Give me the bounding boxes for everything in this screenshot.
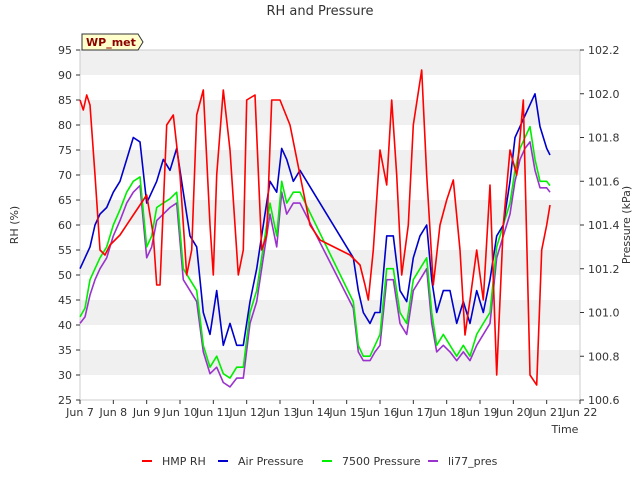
x-tick-label: Jun 21 xyxy=(528,406,564,419)
grid-band xyxy=(80,150,580,175)
left-tick-label: 75 xyxy=(58,144,72,157)
grid-band xyxy=(80,50,580,75)
series-line-7500-pressure xyxy=(79,125,551,379)
left-tick-label: 40 xyxy=(58,319,72,332)
x-tick-label: Jun 18 xyxy=(428,406,464,419)
left-tick-label: 95 xyxy=(58,44,72,57)
right-axis-ticks: 100.6 100.8 101.0 101.2 101.4 101.6 101.8 102.0… xyxy=(580,44,620,407)
left-tick-label: 90 xyxy=(58,69,72,82)
legend-label: 7500 Pressure xyxy=(342,455,421,468)
station-badge: WP_met xyxy=(81,33,144,51)
x-tick-label: Jun 10 xyxy=(162,406,198,419)
left-tick-label: 65 xyxy=(58,194,72,207)
series-line-li77-pres xyxy=(79,141,551,388)
right-tick-label: 102.0 xyxy=(588,88,620,101)
right-axis-label: Pressure (kPa) xyxy=(620,186,633,264)
left-axis-label: RH (%) xyxy=(8,206,21,244)
right-tick-label: 101.6 xyxy=(588,175,620,188)
grid-band xyxy=(80,75,580,100)
series-line-air-pressure xyxy=(79,93,551,347)
x-tick-label: Jun 15 xyxy=(328,406,364,419)
x-tick-label: Jun 13 xyxy=(262,406,298,419)
grid-band xyxy=(80,375,580,400)
left-tick-label: 85 xyxy=(58,94,72,107)
left-tick-label: 55 xyxy=(58,244,72,257)
grid-band xyxy=(80,100,580,125)
x-tick-label: Jun 17 xyxy=(395,406,431,419)
x-tick-label: Jun 11 xyxy=(195,406,231,419)
legend-label: Air Pressure xyxy=(238,455,304,468)
grid-band xyxy=(80,350,580,375)
left-tick-label: 45 xyxy=(58,294,72,307)
right-tick-label: 102.2 xyxy=(588,44,620,57)
grid-band xyxy=(80,300,580,325)
chart-title: RH and Pressure xyxy=(266,4,373,19)
x-tick-label: Jun 19 xyxy=(462,406,498,419)
series-lines xyxy=(79,69,551,388)
right-tick-label: 101.2 xyxy=(588,263,620,276)
left-tick-label: 70 xyxy=(58,169,72,182)
right-tick-label: 101.8 xyxy=(588,132,620,145)
grid-band xyxy=(80,325,580,350)
grid-band xyxy=(80,275,580,300)
left-tick-label: 35 xyxy=(58,344,72,357)
legend-label: HMP RH xyxy=(162,455,206,468)
right-tick-label: 100.8 xyxy=(588,350,620,363)
series-line-hmp-rh xyxy=(79,69,551,386)
left-tick-label: 50 xyxy=(58,269,72,282)
left-axis-ticks: 25 30 35 40 45 50 55 60 65 70 75 80 85 90 95 xyxy=(58,44,80,407)
x-tick-label: Jun 22 xyxy=(562,406,598,419)
x-tick-label: Jun 20 xyxy=(495,406,531,419)
right-tick-label: 101.0 xyxy=(588,307,620,320)
x-tick-label: Jun 12 xyxy=(228,406,264,419)
grid-band xyxy=(80,175,580,200)
right-tick-label: 101.4 xyxy=(588,219,620,232)
legend-label: li77_pres xyxy=(448,455,498,468)
left-tick-label: 25 xyxy=(58,394,72,407)
legend: HMP RH Air Pressure 7500 Pressure li77_pres xyxy=(142,455,498,468)
left-tick-label: 30 xyxy=(58,369,72,382)
x-tick-label: Jun 7 xyxy=(65,406,94,419)
right-tick-label: 100.6 xyxy=(588,394,620,407)
grid-band xyxy=(80,125,580,150)
badge-text: WP_met xyxy=(86,36,136,49)
x-tick-label: Jun 9 xyxy=(132,406,161,419)
x-axis-label: Time xyxy=(551,423,579,436)
grid-bands xyxy=(80,50,580,400)
x-tick-label: Jun 14 xyxy=(295,406,331,419)
x-tick-label: Jun 8 xyxy=(98,406,127,419)
badge-shape xyxy=(81,33,144,51)
left-tick-label: 80 xyxy=(58,119,72,132)
left-tick-label: 60 xyxy=(58,219,72,232)
x-tick-label: Jun 16 xyxy=(362,406,398,419)
